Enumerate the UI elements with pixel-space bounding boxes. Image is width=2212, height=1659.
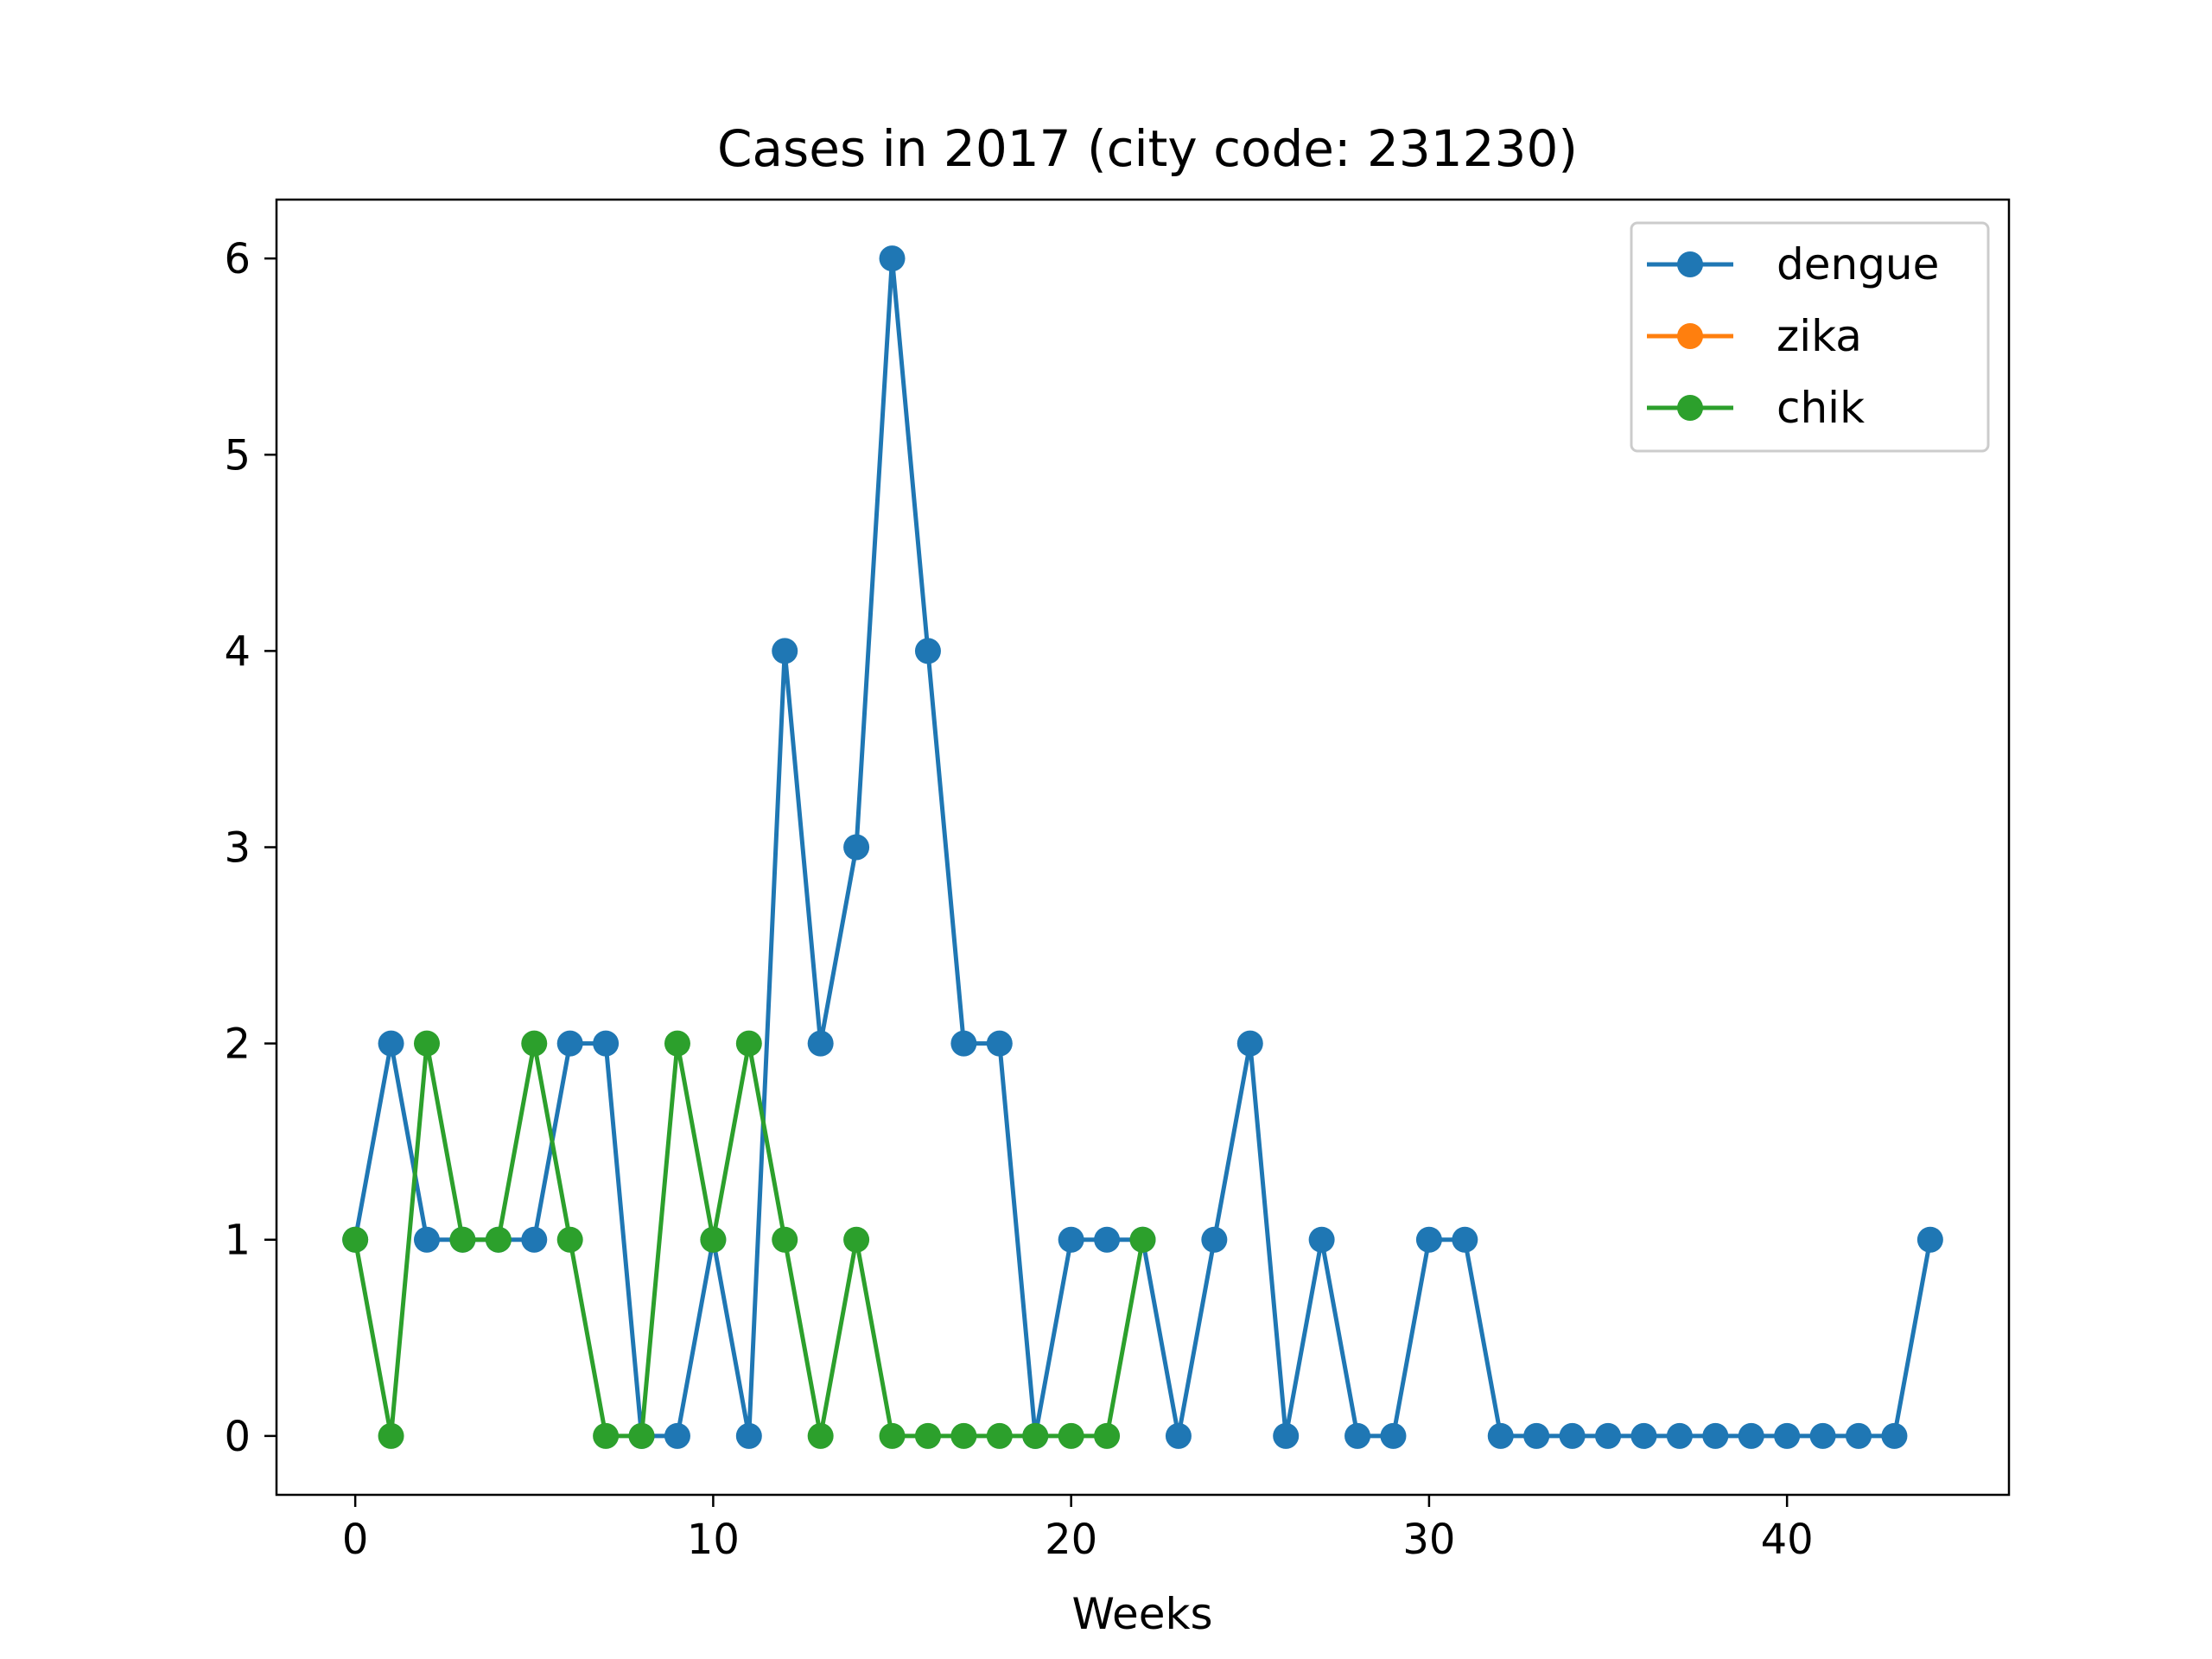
data-point-chik [413,1030,440,1057]
data-point-chik [593,1422,620,1449]
x-tick-label: 20 [1045,1516,1097,1564]
legend-marker-zika [1677,323,1703,349]
data-point-chik [628,1422,655,1449]
data-point-dengue [1559,1422,1586,1449]
data-point-chik [843,1226,870,1253]
data-point-dengue [914,638,941,664]
y-tick-label: 1 [224,1217,251,1265]
x-tick-label: 10 [687,1516,740,1564]
y-axis: 0 1 2 3 4 5 6 [224,235,276,1461]
legend-marker-dengue [1677,251,1703,277]
x-axis: 0 10 20 30 40 [342,1495,1814,1564]
data-point-dengue [521,1226,548,1253]
data-point-dengue [1846,1422,1872,1449]
data-point-dengue [413,1226,440,1253]
data-point-dengue [1201,1226,1228,1253]
data-point-chik [914,1422,941,1449]
data-point-dengue [1523,1422,1550,1449]
data-point-dengue [1738,1422,1764,1449]
data-point-chik [735,1030,762,1057]
legend-marker-chik [1677,395,1703,421]
legend-label-dengue: dengue [1777,239,1939,289]
data-point-dengue [1774,1422,1801,1449]
data-point-dengue [664,1422,690,1449]
data-point-chik [1094,1422,1121,1449]
legend-box [1630,221,1990,453]
data-point-chik [1129,1226,1156,1253]
legend-label-chik: chik [1777,383,1865,433]
legend-item-chik: chik [1647,383,1865,433]
data-point-chik [1022,1422,1049,1449]
data-point-chik [556,1226,583,1253]
data-point-chik [772,1226,798,1253]
legend-label-zika: zika [1777,311,1862,361]
data-point-dengue [556,1030,583,1057]
legend: dengue zika chik [1630,221,1990,453]
legend-item-dengue: dengue [1647,239,1939,289]
data-point-dengue [593,1030,620,1057]
data-point-chik [485,1226,512,1253]
data-point-chik [950,1422,977,1449]
y-tick-label: 5 [224,431,251,480]
y-tick-label: 3 [224,824,251,873]
data-point-dengue [1487,1422,1514,1449]
data-point-dengue [1630,1422,1657,1449]
data-point-dengue [1702,1422,1729,1449]
data-point-chik [664,1030,690,1057]
data-point-dengue [1916,1226,1943,1253]
series-layer [342,245,1943,1449]
data-point-dengue [1809,1422,1836,1449]
data-point-dengue [1165,1422,1192,1449]
legend-item-zika: zika [1647,311,1862,361]
data-point-dengue [1380,1422,1407,1449]
data-point-chik [807,1422,834,1449]
data-point-dengue [735,1422,762,1449]
data-point-dengue [1236,1030,1263,1057]
y-tick-label: 2 [224,1020,251,1069]
data-point-chik [378,1422,404,1449]
data-point-dengue [772,638,798,664]
data-point-dengue [1595,1422,1622,1449]
x-tick-label: 0 [342,1516,369,1564]
data-point-chik [986,1422,1013,1449]
data-point-chik [449,1226,476,1253]
data-point-dengue [1666,1422,1693,1449]
data-point-dengue [950,1030,977,1057]
data-point-dengue [986,1030,1013,1057]
data-point-dengue [807,1030,834,1057]
data-point-chik [521,1030,548,1057]
y-tick-label: 6 [224,235,251,283]
x-tick-label: 40 [1761,1516,1814,1564]
data-point-dengue [1308,1226,1335,1253]
data-point-chik [1058,1422,1084,1449]
data-point-dengue [1344,1422,1371,1449]
data-point-dengue [1881,1422,1908,1449]
data-point-chik [342,1226,369,1253]
x-axis-label: Weeks [1071,1589,1212,1639]
data-point-dengue [1273,1422,1300,1449]
data-point-chik [879,1422,906,1449]
y-tick-label: 4 [224,627,251,676]
data-point-dengue [1452,1226,1478,1253]
data-point-dengue [1415,1226,1442,1253]
data-point-dengue [879,245,906,272]
y-tick-label: 0 [224,1413,251,1461]
chart-title: Cases in 2017 (city code: 231230) [717,119,1578,178]
series-chik [342,1030,1156,1449]
x-tick-label: 30 [1402,1516,1455,1564]
data-point-dengue [843,834,870,861]
data-point-dengue [1058,1226,1084,1253]
data-point-dengue [378,1030,404,1057]
data-point-chik [700,1226,727,1253]
data-point-dengue [1094,1226,1121,1253]
